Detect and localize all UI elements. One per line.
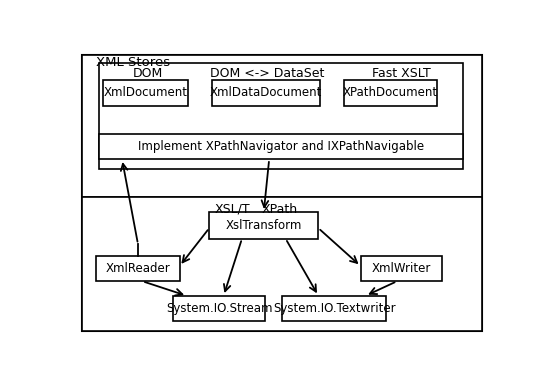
- FancyBboxPatch shape: [282, 296, 386, 321]
- Text: XmlReader: XmlReader: [106, 262, 170, 275]
- FancyBboxPatch shape: [103, 80, 188, 106]
- Text: Implement XPathNavigator and IXPathNavigable: Implement XPathNavigator and IXPathNavig…: [138, 140, 424, 153]
- Text: XmlDataDocument: XmlDataDocument: [210, 86, 322, 99]
- Text: XML Stores: XML Stores: [96, 55, 170, 68]
- Text: XPathDocument: XPathDocument: [343, 86, 438, 99]
- FancyBboxPatch shape: [81, 55, 482, 331]
- Text: DOM <-> DataSet: DOM <-> DataSet: [210, 67, 324, 80]
- Text: System.IO.Stream: System.IO.Stream: [166, 302, 272, 315]
- FancyBboxPatch shape: [344, 80, 437, 106]
- Text: XmlWriter: XmlWriter: [372, 262, 431, 275]
- Text: DOM: DOM: [133, 67, 163, 80]
- FancyBboxPatch shape: [210, 212, 318, 238]
- Text: XslTransform: XslTransform: [226, 219, 302, 232]
- FancyBboxPatch shape: [173, 296, 265, 321]
- Text: XmlDocument: XmlDocument: [103, 86, 188, 99]
- FancyBboxPatch shape: [98, 63, 463, 169]
- FancyBboxPatch shape: [81, 55, 482, 197]
- FancyBboxPatch shape: [81, 197, 482, 331]
- Text: XSL/T: XSL/T: [215, 202, 251, 215]
- FancyBboxPatch shape: [361, 256, 442, 281]
- FancyBboxPatch shape: [96, 256, 179, 281]
- Text: XPath: XPath: [262, 202, 298, 215]
- FancyBboxPatch shape: [212, 80, 320, 106]
- Text: System.IO.Textwriter: System.IO.Textwriter: [273, 302, 395, 315]
- FancyBboxPatch shape: [98, 134, 463, 159]
- Text: Fast XSLT: Fast XSLT: [372, 67, 431, 80]
